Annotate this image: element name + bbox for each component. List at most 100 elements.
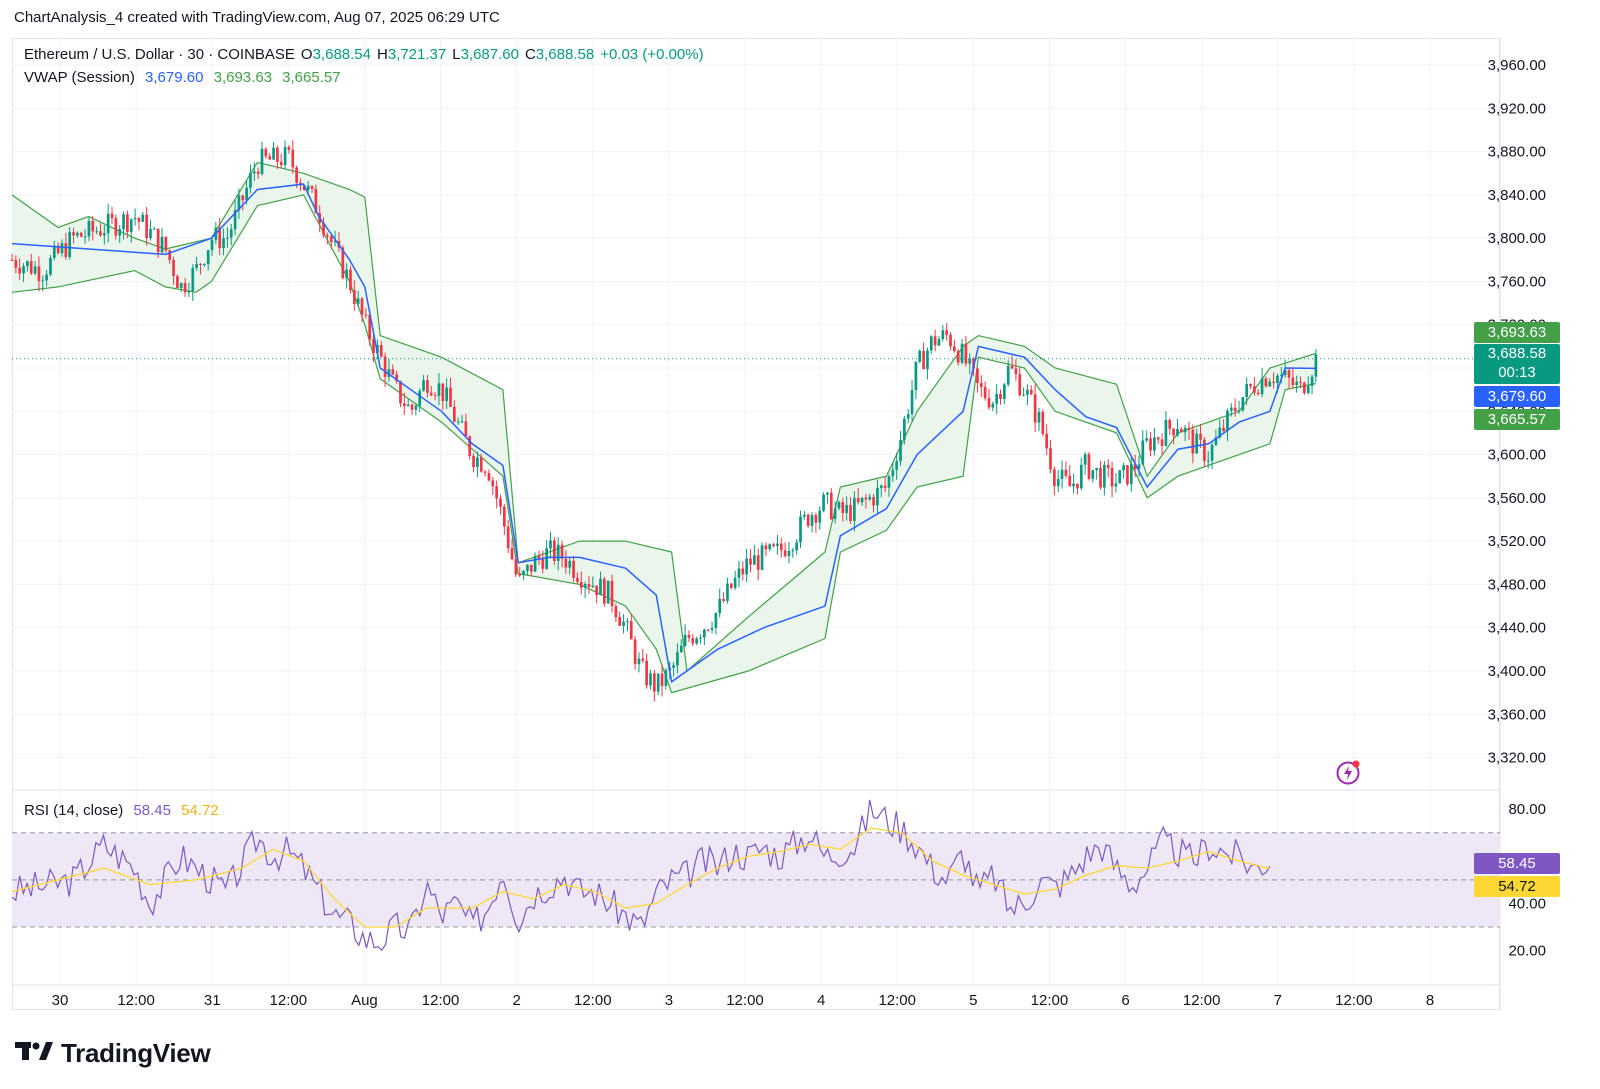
candle-body	[1264, 378, 1268, 387]
time-tick-label: 12:00	[574, 992, 612, 1009]
rsi-legend: RSI (14, close) 58.45 54.72	[24, 802, 225, 819]
candle-body	[202, 264, 206, 266]
candle-body	[252, 171, 256, 174]
candle-body	[745, 558, 748, 575]
alert-icon[interactable]	[1335, 759, 1361, 785]
candle-body	[272, 147, 275, 160]
candle-body	[1049, 448, 1052, 470]
candle-body	[729, 583, 733, 588]
candle-body	[1176, 429, 1179, 436]
tradingview-brand: TradingView	[61, 1038, 211, 1068]
candle-body	[1110, 468, 1114, 487]
time-tick-label: 12:00	[1031, 992, 1069, 1009]
candle-body	[1076, 483, 1079, 489]
candle-body	[556, 544, 560, 561]
candle-body	[853, 497, 856, 521]
candle-body	[379, 345, 383, 357]
candle-body	[233, 210, 237, 230]
time-tick-label: 12:00	[726, 992, 764, 1009]
candle-body	[1199, 433, 1202, 440]
candle-body	[399, 381, 402, 404]
candle-body	[533, 555, 537, 572]
candle-body	[649, 673, 652, 686]
candle-body	[372, 339, 375, 353]
candle-body	[91, 220, 95, 232]
candle-body	[1206, 460, 1210, 462]
time-tick-label: 5	[969, 992, 977, 1009]
candle-body	[314, 188, 318, 214]
tradingview-logo-icon	[15, 1038, 55, 1069]
candle-body	[1310, 376, 1314, 386]
candle-body	[826, 492, 829, 495]
candle-body	[1010, 365, 1014, 369]
candle-body	[1003, 384, 1006, 399]
candle-body	[518, 574, 522, 576]
candle-body	[1279, 375, 1283, 377]
price-tick-label: 3,440.00	[1488, 620, 1546, 637]
candle-body	[1187, 427, 1191, 430]
candle-body	[133, 218, 137, 220]
rsi-tick-label: 80.00	[1508, 801, 1546, 818]
price-tick-label: 3,600.00	[1488, 447, 1546, 464]
candle-body	[1156, 437, 1160, 440]
candle-body	[1291, 377, 1295, 386]
candle-body	[572, 560, 575, 578]
candle-body	[1033, 394, 1037, 423]
candle-body	[64, 243, 68, 258]
candle-body	[656, 673, 660, 692]
time-tick-label: 12:00	[1335, 992, 1373, 1009]
candle-body	[1168, 419, 1172, 429]
candle-body	[433, 395, 437, 397]
candle-body	[641, 658, 645, 661]
candle-body	[1160, 439, 1164, 446]
candle-body	[976, 368, 979, 384]
bar-countdown: 00:13	[1498, 364, 1536, 381]
candle-body	[922, 350, 925, 370]
candle-body	[418, 390, 422, 406]
candle-body	[899, 439, 902, 462]
candle-body	[903, 418, 906, 440]
candle-body	[583, 584, 587, 588]
candle-body	[1218, 427, 1222, 438]
candle-body	[1083, 454, 1087, 465]
time-tick-label: 3	[665, 992, 673, 1009]
candle-body	[1103, 464, 1106, 488]
candle-body	[883, 485, 887, 488]
candle-body	[333, 240, 337, 243]
candle-body	[626, 621, 629, 623]
tradingview-logo[interactable]: TradingView	[15, 1038, 211, 1069]
candle-body	[437, 383, 441, 396]
candle-body	[487, 472, 491, 481]
candle-body	[506, 526, 510, 549]
candle-body	[1022, 394, 1025, 396]
candle-body	[429, 392, 433, 396]
rsi-ma-line	[11, 827, 1271, 928]
vwap-upper-tag: 3,693.63	[1474, 322, 1560, 343]
candle-body	[564, 558, 568, 568]
time-tick-label: 2	[512, 992, 520, 1009]
candle-body	[703, 629, 706, 638]
candle-body	[402, 403, 406, 407]
candle-body	[1253, 386, 1256, 393]
candle-body	[1064, 469, 1068, 476]
candle-body	[129, 219, 133, 232]
candle-body	[776, 543, 779, 547]
candle-body	[953, 346, 956, 352]
candle-body	[495, 486, 498, 499]
vwap-legend: VWAP (Session) 3,679.60 3,693.63 3,665.5…	[24, 69, 347, 86]
candle-body	[268, 156, 272, 160]
candle-body	[1014, 368, 1018, 375]
candle-body	[179, 283, 183, 289]
candle-body	[914, 361, 918, 391]
candle-body	[1233, 407, 1237, 412]
high-value: 3,721.37	[387, 46, 447, 63]
candle-body	[199, 263, 202, 265]
candle-body	[45, 274, 48, 281]
candle-body	[806, 514, 810, 526]
candle-body	[749, 558, 752, 565]
candle-body	[737, 568, 741, 578]
candle-body	[791, 550, 795, 552]
candle-body	[110, 213, 114, 219]
candle-body	[68, 232, 72, 258]
